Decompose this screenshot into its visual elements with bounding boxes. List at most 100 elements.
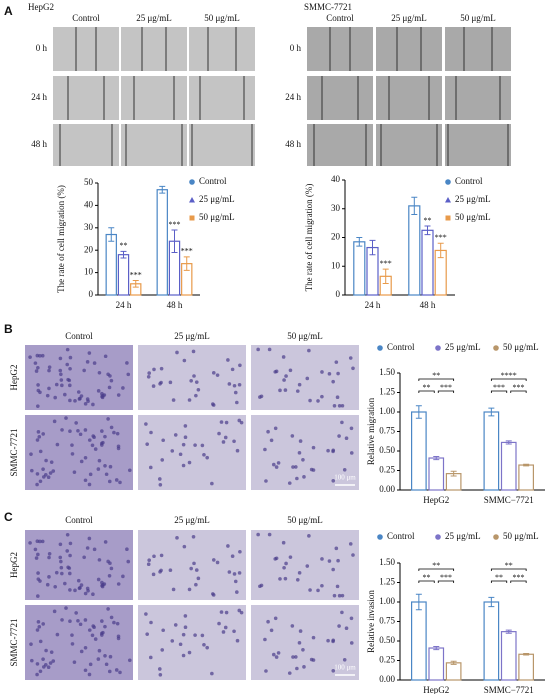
error-bar: [488, 407, 495, 417]
cell: [187, 398, 192, 402]
cell: [76, 390, 81, 394]
significance: **: [423, 383, 431, 392]
cell: [60, 571, 64, 576]
error-bar: [132, 279, 139, 288]
cell: [108, 654, 113, 659]
cell: [65, 362, 70, 367]
cell: [51, 469, 56, 473]
cell: [258, 395, 262, 399]
cell: [76, 428, 80, 433]
cell: [92, 625, 96, 630]
cell: [200, 443, 205, 448]
cell: [125, 361, 129, 365]
cell: [291, 465, 295, 469]
bracket: [418, 390, 435, 393]
cell: [41, 665, 46, 669]
cell: [83, 478, 88, 483]
cell: [158, 667, 162, 671]
micrograph: [189, 124, 255, 166]
cell: [316, 399, 320, 403]
error-bar: [120, 250, 127, 259]
cell: [44, 458, 48, 463]
cell: [79, 649, 84, 654]
cell: [232, 439, 236, 444]
cell: [183, 424, 188, 428]
cell: [298, 629, 303, 633]
micrograph: [189, 27, 255, 71]
cell: [35, 472, 40, 476]
cell: [46, 475, 51, 480]
cell: [336, 558, 340, 563]
cell: [47, 551, 52, 556]
cell: [35, 482, 39, 487]
cell: [146, 562, 151, 567]
cell: [127, 658, 132, 663]
cell: [87, 536, 92, 541]
bar: [411, 601, 427, 681]
cell: [278, 388, 282, 393]
cell: [337, 624, 341, 628]
cell: [282, 566, 286, 570]
cell: [38, 353, 42, 358]
cell: [49, 650, 54, 654]
cell: [194, 393, 198, 398]
cell: [298, 439, 303, 443]
cell: [258, 584, 262, 589]
bracket: [490, 580, 508, 583]
cell: [49, 460, 54, 464]
micrograph: [138, 345, 246, 410]
cell: [290, 434, 295, 438]
cell: [211, 371, 216, 375]
cell: [237, 418, 242, 423]
cell: [103, 624, 107, 629]
bar: [483, 601, 500, 681]
cell: [100, 429, 104, 433]
cell: [91, 592, 95, 597]
cell: [103, 434, 107, 439]
significance: ***: [440, 573, 452, 582]
cell: [87, 482, 92, 487]
cell: [302, 475, 306, 479]
cell: [233, 390, 238, 395]
micrograph: [251, 530, 359, 600]
cell: [76, 578, 81, 583]
legend-marker: [445, 215, 451, 221]
cell: [41, 467, 45, 471]
cell: [121, 574, 125, 579]
cell: [235, 638, 240, 643]
cell: [100, 443, 104, 447]
cell: [171, 587, 176, 592]
legend-marker: [493, 534, 499, 540]
cell: [85, 586, 90, 591]
cell: [77, 397, 82, 401]
cell: [311, 635, 316, 640]
cell: [107, 669, 112, 674]
cell: [173, 623, 178, 627]
error-bar: [523, 463, 530, 467]
micrograph: [121, 27, 187, 71]
cell: [273, 616, 278, 621]
cell: [109, 566, 114, 571]
cell: [36, 365, 40, 370]
cell: [38, 449, 43, 454]
cell: [278, 577, 282, 581]
row-label: 0 h: [36, 43, 48, 53]
cell: [96, 577, 101, 582]
y-tick-label: 20: [331, 232, 341, 242]
cell: [66, 565, 70, 570]
cell: [96, 389, 101, 393]
cell: [283, 388, 288, 392]
y-tick-label: 0.25: [379, 655, 395, 665]
cell: [28, 355, 32, 359]
y-axis-label: The rate of cell migration (%): [56, 185, 66, 293]
y-tick-label: 1.00: [379, 406, 395, 416]
cell: [38, 539, 42, 544]
cell: [93, 637, 98, 641]
cell: [100, 395, 105, 400]
cell: [334, 546, 339, 551]
cell: [29, 452, 33, 456]
legend-marker: [493, 345, 499, 351]
cell: [237, 571, 242, 575]
cell: [107, 479, 112, 484]
cell: [267, 532, 272, 537]
